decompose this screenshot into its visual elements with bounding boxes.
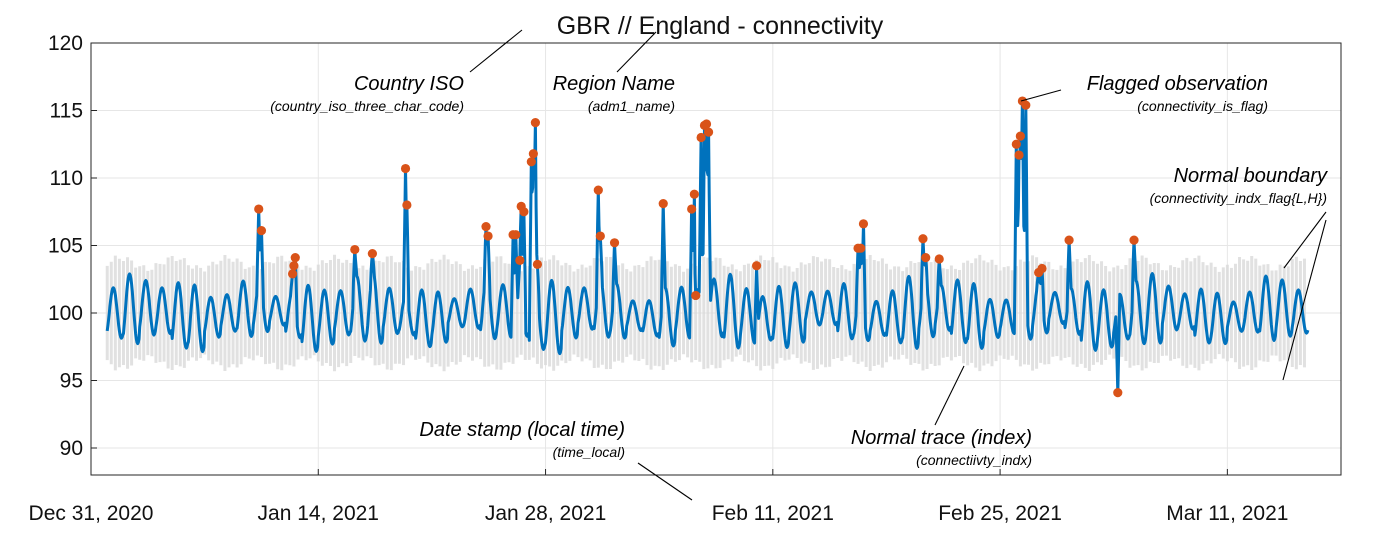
flagged-point [609, 238, 620, 248]
y-tick-label: 120 [48, 32, 83, 55]
y-tick-label: 90 [60, 437, 83, 460]
flagged-point [526, 157, 536, 167]
flagged-point [287, 269, 298, 279]
flagged-point [1021, 100, 1031, 110]
flagged-point [921, 253, 931, 263]
x-tick-label: Mar 11, 2021 [1166, 502, 1288, 525]
flagged-point [751, 261, 762, 271]
x-axis-ticks: Dec 31, 2020 Jan 14, 2021 Jan 28, 2021 Feb … [29, 469, 1288, 525]
annotation-leader-lines [469, 29, 1327, 501]
flagged-point [400, 163, 411, 174]
y-tick-label: 100 [48, 302, 83, 325]
leader-region [616, 31, 657, 73]
flagged-point [696, 132, 706, 143]
annotation-flag-label: Flagged observation [1087, 73, 1268, 95]
y-tick-label: 115 [50, 100, 83, 123]
flagged-point [367, 249, 377, 259]
flagged-point [1011, 139, 1021, 149]
flagged-point [402, 200, 412, 210]
flagged-point [1015, 131, 1025, 141]
flagged-point [511, 230, 521, 240]
annotation-region-field: (adm1_name) [588, 98, 675, 114]
y-tick-label: 110 [50, 167, 83, 190]
flagged-point [934, 254, 944, 264]
annotation-boundary-label: Normal boundary [1174, 165, 1328, 187]
flagged-point [691, 290, 701, 301]
leader-flag [1020, 89, 1062, 102]
annotation-country-field: (country_iso_three_char_code) [270, 98, 464, 114]
flagged-point [256, 226, 267, 236]
flagged-point [918, 234, 928, 244]
annotation-flag-field: (connectivity_is_flag) [1137, 98, 1268, 114]
y-axis-ticks: 90 95 100 105 110 115 120 [48, 32, 97, 460]
flagged-point [858, 219, 869, 229]
flagged-point [528, 149, 538, 159]
flagged-point [481, 222, 491, 232]
flagged-point [350, 244, 360, 255]
leader-boundary-high [1283, 211, 1327, 269]
flagged-points [254, 96, 1139, 398]
flagged-point [701, 119, 712, 129]
flagged-point [593, 185, 603, 195]
flagged-point [658, 199, 668, 209]
flagged-point [254, 204, 264, 214]
annotation-region-label: Region Name [553, 73, 675, 95]
annotation-trace-field: (connectiivty_indx) [916, 452, 1032, 468]
flagged-point [689, 189, 699, 199]
leader-country [469, 29, 523, 73]
x-tick-label: Jan 14, 2021 [258, 502, 379, 525]
flagged-point [483, 231, 493, 241]
flagged-point [530, 118, 540, 128]
annotation-country-label: Country ISO [354, 73, 464, 95]
flagged-point [532, 259, 543, 269]
plot-frame [90, 42, 1342, 476]
annotation-trace-label: Normal trace (index) [851, 427, 1032, 449]
flagged-point [290, 253, 300, 263]
x-tick-label: Jan 28, 2021 [485, 502, 606, 525]
x-tick-label: Dec 31, 2020 [29, 502, 154, 525]
flagged-point [595, 231, 605, 241]
y-tick-label: 105 [48, 235, 83, 258]
annotation-date-label: Date stamp (local time) [419, 419, 625, 441]
flagged-point [687, 204, 697, 214]
flagged-point [519, 207, 529, 217]
flagged-point [515, 255, 525, 265]
connectivity-trace-line [105, 99, 1310, 395]
trace-layer [105, 99, 1310, 395]
annotation-boundary-field: (connectivity_indx_flag{L,H}) [1150, 190, 1327, 206]
y-tick-label: 95 [60, 370, 83, 393]
flagged-point [289, 261, 299, 271]
x-tick-label: Feb 25, 2021 [938, 502, 1062, 525]
leader-trace [934, 365, 965, 426]
x-tick-label: Feb 11, 2021 [712, 502, 834, 525]
flagged-point [1129, 235, 1139, 245]
flagged-point [856, 243, 866, 253]
annotation-date-field: (time_local) [553, 444, 625, 460]
flagged-point [1113, 388, 1123, 398]
flagged-point [703, 127, 714, 137]
leader-date [637, 462, 693, 501]
chart-title: GBR // England - connectivity [557, 12, 884, 40]
flagged-point [1014, 150, 1024, 160]
leader-boundary-low [1282, 219, 1327, 381]
flagged-point [1037, 263, 1047, 274]
annotations: Country ISO (country_iso_three_char_code)… [270, 73, 1328, 468]
flagged-point [1064, 235, 1074, 245]
